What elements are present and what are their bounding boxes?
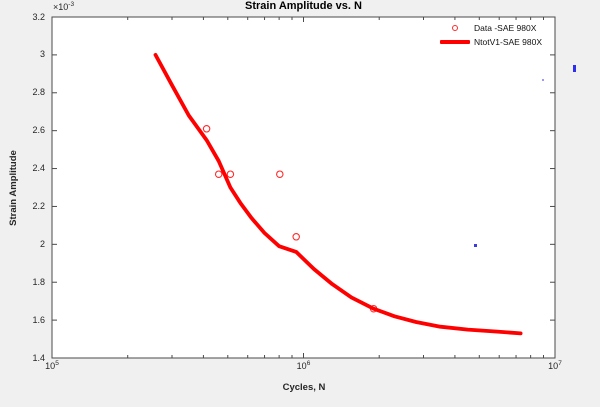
y-axis-label: Strain Amplitude [8,150,19,226]
artifact-mark [542,79,544,81]
y-axis-exponent: ×10-3 [53,1,75,12]
fit-curve [153,53,523,336]
data-point [226,170,235,178]
data-point [214,170,223,178]
y-tick-label: 2.2 [32,200,45,211]
artifact-mark [474,244,477,247]
x-tick-label: 105 [45,360,59,371]
y-tick-label: 2 [39,238,45,249]
x-tick-label: 107 [548,360,562,371]
y-tick-label: 3.2 [32,11,45,22]
legend[interactable]: Data -SAE 980X NtotV1-SAE 980X [440,21,542,48]
data-point [202,125,211,133]
legend-circle-marker-icon [452,24,458,31]
plot-frame [51,16,556,359]
y-tick-label: 3 [39,49,45,60]
y-tick-label: 1.8 [32,276,45,287]
legend-label: NtotV1-SAE 980X [474,36,543,47]
y-tick-label: 2.6 [32,125,45,136]
y-tick-label: 1.4 [32,352,45,363]
y-tick-label: 2.4 [32,163,45,174]
artifact-mark [573,65,576,72]
legend-entry-curve: NtotV1-SAE 980X [440,35,542,48]
x-axis-label: Cycles, N [282,382,326,393]
data-point [292,233,300,241]
data-point [276,170,284,178]
legend-entry-data: Data -SAE 980X [440,21,542,34]
y-tick-label: 2.8 [32,87,45,98]
x-tick-label: 106 [296,360,311,371]
chart-title: Strain Amplitude vs. N [245,0,362,12]
legend-line-marker-icon [440,39,470,44]
legend-label: Data -SAE 980X [474,22,537,33]
y-tick-label: 1.6 [32,314,45,325]
